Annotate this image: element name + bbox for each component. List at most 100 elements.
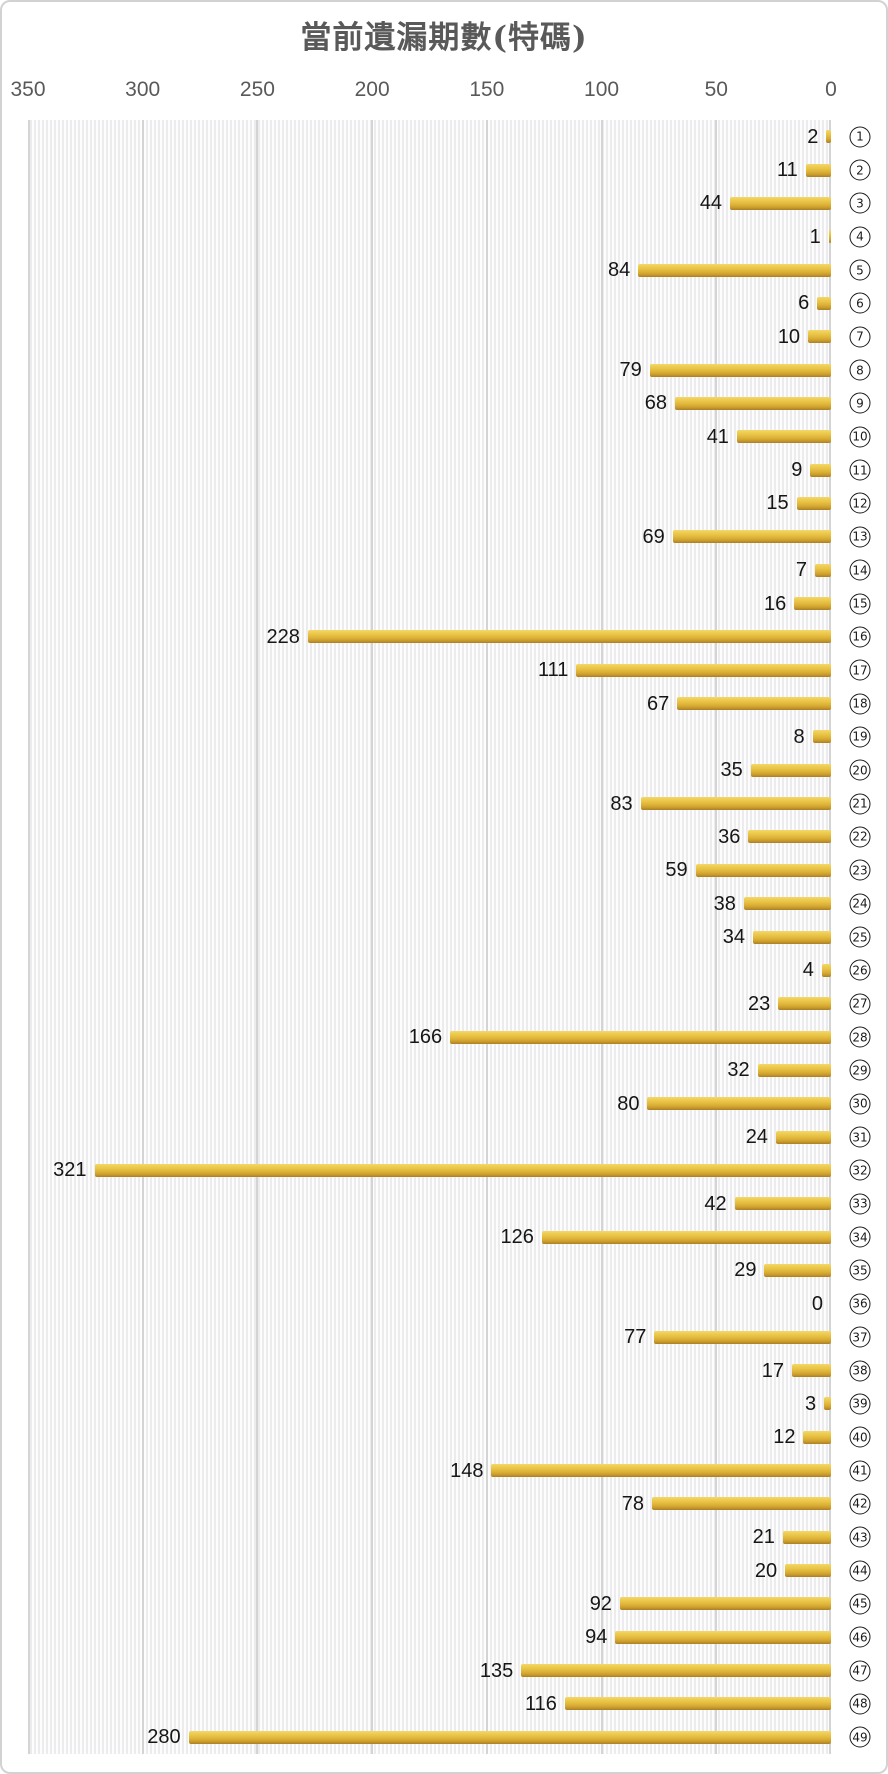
gridline: [485, 120, 488, 1754]
bar: [615, 1630, 831, 1644]
value-label: 111: [537, 659, 569, 682]
value-label: 135: [479, 1659, 514, 1682]
category-number: 38: [852, 1363, 868, 1378]
bar: [764, 1263, 831, 1277]
chart-title: 當前遺漏期數(特碼): [300, 20, 588, 56]
bar: [828, 230, 831, 244]
bar: [775, 1130, 831, 1144]
bar: [736, 430, 831, 444]
category-label: 12: [849, 492, 871, 514]
value-label: 228: [266, 625, 300, 648]
value-label: 17: [761, 1359, 784, 1382]
x-axis: 350 300 250 200 150 100 50 0: [10, 78, 836, 108]
value-label: 321: [53, 1159, 87, 1182]
x-tick-label: 50: [704, 78, 728, 101]
value-label: 83: [610, 792, 633, 815]
category-number: 28: [852, 1030, 868, 1045]
bar: [649, 363, 831, 377]
bar: [824, 1397, 831, 1411]
category-number: 9: [856, 396, 864, 411]
category-number: 41: [852, 1463, 868, 1478]
bar: [730, 196, 831, 210]
category-label: 42: [849, 1493, 871, 1515]
x-tick-label: 0: [825, 78, 837, 101]
bar: [672, 530, 831, 544]
category-label: 29: [849, 1059, 871, 1081]
bar: [810, 463, 831, 477]
category-number: 13: [852, 529, 868, 544]
category-label: 48: [849, 1693, 871, 1715]
x-tick-label: 100: [584, 78, 620, 101]
category-number: 35: [852, 1263, 868, 1278]
category-number: 43: [852, 1530, 868, 1545]
bar: [564, 1697, 831, 1711]
category-label: 39: [849, 1393, 871, 1415]
category-label: 14: [849, 559, 871, 581]
value-label: 35: [720, 759, 743, 782]
category-label: 41: [849, 1460, 871, 1482]
category-label: 18: [849, 693, 871, 715]
category-label: 44: [849, 1560, 871, 1582]
value-label: 8: [793, 725, 805, 748]
x-tick-label: 300: [125, 78, 161, 101]
bar: [750, 763, 831, 777]
value-label: 1: [809, 225, 821, 248]
bar: [576, 663, 831, 677]
category-number: 42: [852, 1496, 868, 1511]
value-label: 7: [795, 559, 807, 582]
bar: [640, 797, 831, 811]
category-number: 17: [852, 663, 868, 678]
category-label: 31: [849, 1126, 871, 1148]
category-label: 35: [849, 1259, 871, 1281]
value-label: 148: [450, 1459, 484, 1482]
category-number: 4: [856, 229, 864, 244]
category-number: 25: [852, 930, 868, 944]
category-label: 45: [849, 1593, 871, 1615]
category-label: 7: [849, 326, 871, 348]
bar: [792, 1364, 831, 1377]
bar: [826, 130, 831, 144]
bar: [782, 1530, 831, 1544]
gridline: [715, 120, 718, 1754]
category-label: 38: [849, 1360, 871, 1381]
category-label: 3: [849, 192, 871, 214]
value-label: 29: [734, 1259, 757, 1282]
category-label: 11: [849, 459, 871, 481]
gridline: [600, 120, 603, 1754]
value-label: 166: [408, 1026, 443, 1049]
value-label: 44: [699, 192, 723, 215]
bar: [757, 1063, 831, 1077]
bar: [785, 1564, 831, 1578]
bar: [652, 1497, 831, 1511]
bar: [695, 863, 831, 877]
bar: [307, 630, 831, 644]
value-label: 12: [773, 1426, 796, 1449]
category-number: 8: [856, 363, 864, 378]
category-number: 47: [852, 1663, 868, 1678]
category-number: 37: [852, 1330, 868, 1345]
value-label: 69: [642, 525, 665, 548]
category-label: 24: [849, 893, 871, 915]
bar: [638, 263, 831, 277]
bar: [805, 163, 831, 177]
bar: [821, 963, 831, 977]
category-number: 7: [856, 329, 864, 344]
category-label: 34: [849, 1226, 871, 1248]
value-label: 3: [805, 1392, 817, 1415]
value-label: 9: [791, 459, 803, 482]
category-label: 43: [849, 1526, 871, 1548]
category-number: 29: [852, 1063, 868, 1078]
bar: [619, 1597, 831, 1611]
value-label: 11: [777, 159, 798, 182]
bar: [753, 930, 831, 944]
category-label: 1: [849, 126, 871, 148]
category-label: 40: [849, 1426, 871, 1448]
bar: [654, 1330, 831, 1344]
value-label: 36: [718, 825, 741, 848]
bar: [808, 330, 831, 344]
category-label: 30: [849, 1093, 871, 1115]
category-label: 32: [849, 1159, 871, 1181]
category-number: 39: [852, 1396, 868, 1411]
category-label: 49: [849, 1726, 871, 1748]
